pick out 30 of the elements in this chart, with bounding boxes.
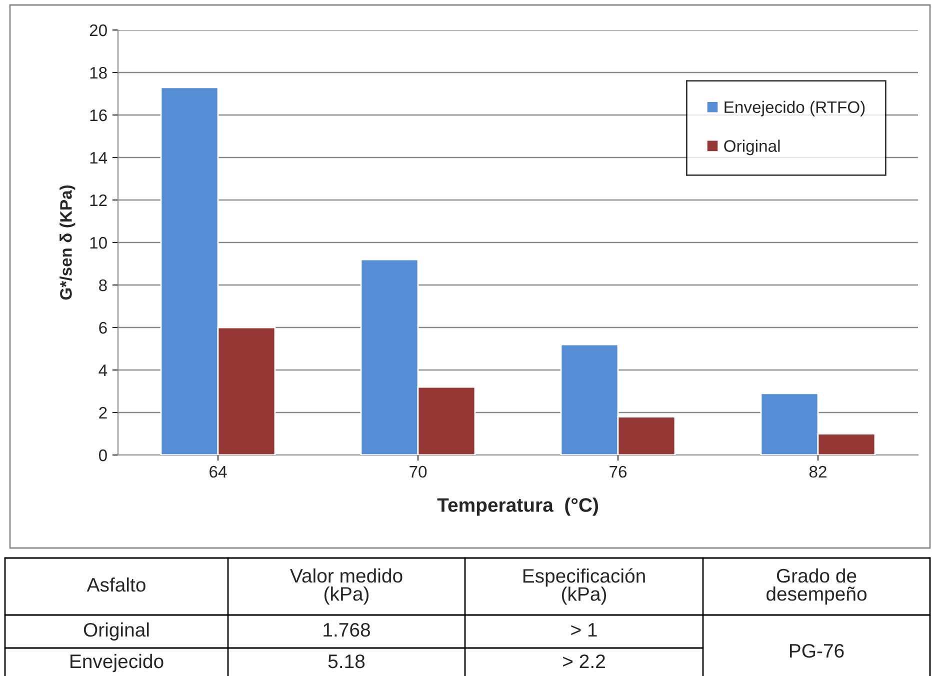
- text: Original: [84, 622, 149, 641]
- x-tick-label: 76: [610, 466, 627, 478]
- x-tick-label: 82: [809, 466, 826, 478]
- text: > 1: [571, 623, 597, 637]
- text: 1.768: [324, 622, 370, 637]
- y-tick-label: 2: [99, 406, 107, 419]
- text: Grado de desempeño: [766, 568, 866, 605]
- x-axis-title: Temperatura (°C): [437, 498, 598, 516]
- x-tick-label: 70: [410, 466, 427, 478]
- text: Envejecido: [70, 654, 164, 672]
- text: 5.18: [328, 654, 365, 668]
- text: > 2.2: [563, 654, 605, 668]
- text: PG-76: [790, 644, 844, 658]
- y-tick-label: 18: [90, 66, 107, 79]
- y-tick-label: 20: [90, 24, 107, 36]
- y-tick-label: 10: [90, 236, 107, 249]
- text: Valor medido (kPa): [290, 568, 402, 605]
- y-tick-label: 16: [90, 109, 107, 122]
- y-tick-label: 12: [90, 194, 107, 206]
- y-tick-label: 4: [98, 364, 108, 376]
- text: Especificación (kPa): [523, 568, 645, 605]
- y-tick-label: 6: [99, 322, 107, 334]
- text: Asfalto: [86, 577, 146, 592]
- y-tick-label: 14: [90, 152, 108, 164]
- y-axis-title: G*/sen δ (KPa): [60, 185, 76, 300]
- y-tick-label: 0: [98, 449, 107, 462]
- legend-label: Envejecido (RTFO): [724, 100, 865, 116]
- legend-label: Original: [724, 140, 780, 156]
- y-tick-label: 8: [99, 279, 107, 292]
- x-tick-label: 64: [210, 466, 227, 478]
